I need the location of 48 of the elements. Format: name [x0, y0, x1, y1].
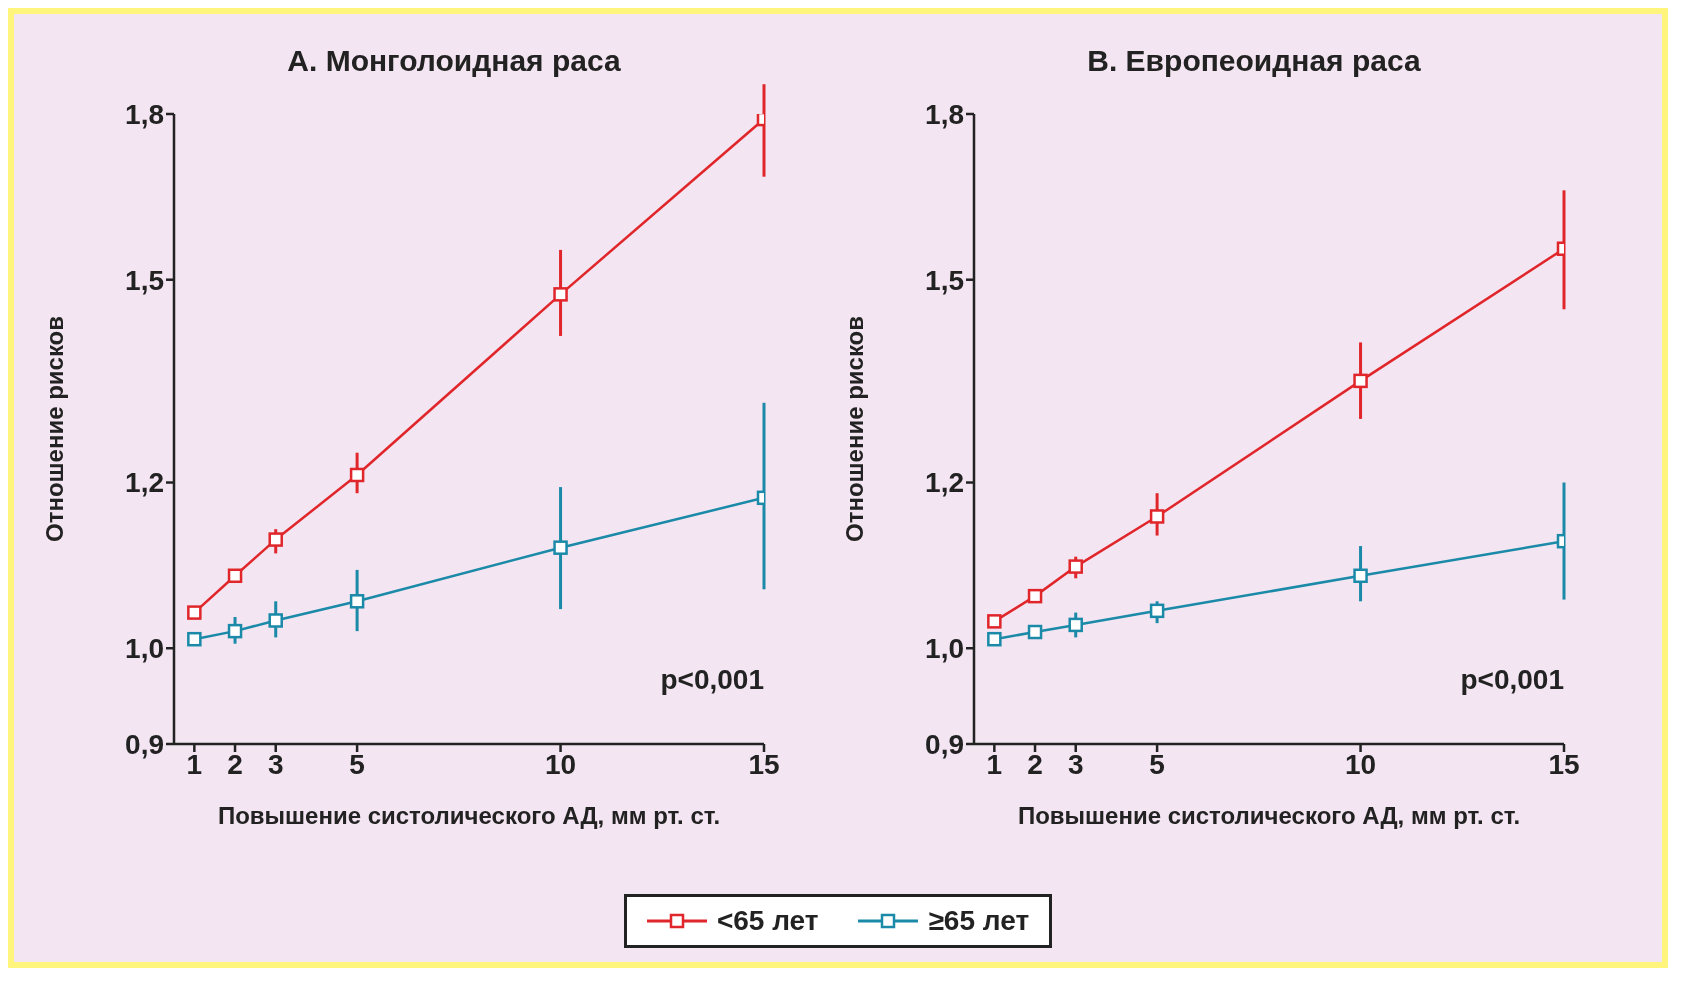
- x-tick-label: 2: [1027, 748, 1043, 780]
- legend-label: <65 лет: [716, 905, 819, 937]
- chart-title: B. Европеоидная раса: [1086, 44, 1422, 78]
- point: [987, 614, 1002, 629]
- y-tick-label: 1,8: [125, 98, 164, 130]
- y-tick-label: 0,9: [125, 728, 164, 760]
- x-axis-title: Повышение систолического АД, мм рт. ст.: [1017, 802, 1521, 829]
- x-tick-label: 10: [544, 748, 577, 780]
- legend-label: ≥65 лет: [928, 905, 1030, 937]
- x-tick-label: 3: [267, 748, 284, 780]
- point: [268, 532, 283, 547]
- x-axis-title: Повышение систолического АД, мм рт. ст.: [217, 802, 721, 829]
- point: [187, 605, 202, 620]
- y-axis-title: Отношение рисков: [840, 315, 868, 543]
- x-tick-label: 10: [1344, 748, 1377, 780]
- point: [1027, 624, 1043, 640]
- y-tick-label: 1,5: [125, 264, 164, 296]
- x-tick-label: 1: [986, 748, 1003, 780]
- y-tick-label: 1,0: [925, 633, 964, 665]
- x-tick-label: 15: [748, 748, 780, 780]
- point: [227, 568, 243, 584]
- x-tick-label: 15: [1548, 748, 1580, 780]
- y-tick-label: 1,2: [925, 467, 964, 499]
- x-tick-label: 1: [186, 748, 203, 780]
- y-tick-label: 1,0: [125, 633, 164, 665]
- x-tick-label: 2: [227, 748, 243, 780]
- point: [268, 613, 283, 628]
- point: [187, 631, 202, 647]
- point: [349, 467, 365, 483]
- y-axis-title: Отношение рисков: [40, 315, 68, 543]
- x-tick-label: 5: [1149, 748, 1165, 780]
- x-tick-label: 5: [349, 748, 365, 780]
- y-tick-label: 1,2: [125, 467, 164, 499]
- x-tick-label: 3: [1067, 748, 1084, 780]
- point: [1068, 617, 1083, 633]
- point: [1149, 509, 1165, 524]
- y-tick-label: 0,9: [925, 728, 964, 760]
- point: [349, 594, 365, 609]
- point: [227, 623, 243, 639]
- y-tick-label: 1,8: [925, 98, 964, 130]
- point: [987, 631, 1002, 647]
- annotation: p<0,001: [660, 664, 764, 696]
- annotation: p<0,001: [1460, 664, 1564, 696]
- chart-title: A. Монголоидная раса: [286, 44, 622, 78]
- point: [1149, 603, 1165, 619]
- y-tick-label: 1,5: [925, 264, 964, 296]
- point: [1027, 588, 1043, 604]
- point: [1068, 559, 1083, 574]
